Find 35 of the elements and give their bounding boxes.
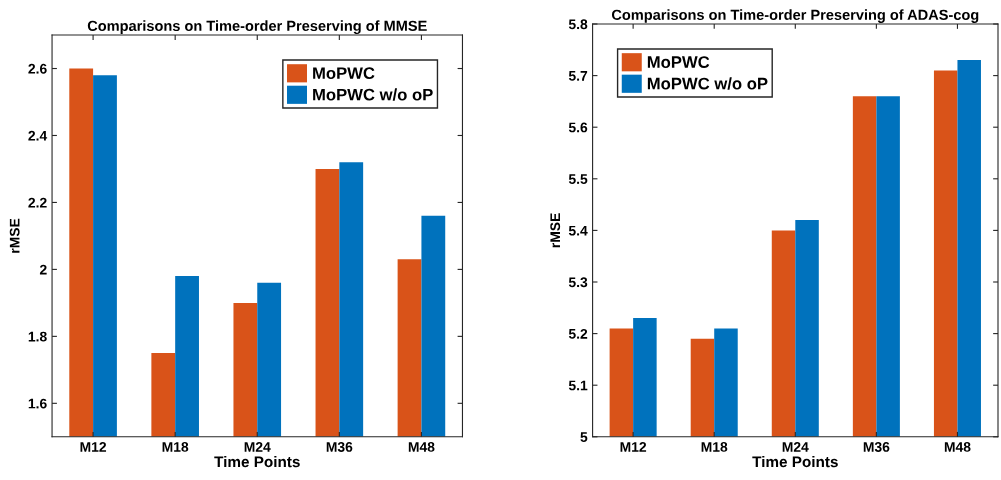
x-tick-label: M12 [80,442,107,452]
y-tick-label: 2 [39,264,47,275]
y-tick-label: 2.6 [28,63,47,74]
x-tick-label: M18 [162,442,189,452]
y-tick-label: 5.7 [568,71,588,81]
y-tick-label: 5.4 [568,225,588,236]
legend-label: MoPWC [647,56,710,68]
x-tick-label: M18 [701,442,728,452]
y-tick-label: 5.2 [568,328,588,339]
legend-label: MoPWC [313,67,375,80]
y-axis-title: rMSE [550,213,561,248]
x-axis-title: Time Points [214,456,300,468]
y-tick-label: 2.4 [28,130,48,141]
x-tick-label: M36 [326,442,353,452]
x-tick-label: M24 [782,442,809,452]
x-tick-label: M12 [620,442,647,452]
x-tick-label: M48 [944,442,971,452]
x-tick-label: M36 [863,442,890,452]
legend-label: MoPWC w/o oP [313,88,433,101]
x-tick-label: M48 [408,442,435,452]
y-tick-label: 5.8 [568,19,588,30]
y-tick-label: 1.6 [28,398,47,409]
y-tick-label: 5 [580,432,588,442]
y-tick-label: 1.8 [28,331,47,342]
y-axis-title: rMSE [9,218,20,253]
chart-title: Comparisons on Time-order Preserving of ADAS-cog [611,9,979,23]
y-tick-label: 5.6 [568,122,588,133]
y-tick-label: 5.3 [568,277,588,288]
legend-label: MoPWC w/o oP [647,77,768,90]
y-tick-label: 5.5 [568,174,588,184]
x-axis-title: Time Points [752,456,838,468]
chart-title: Comparisons on Time-order Preserving of MMSE [87,20,427,34]
y-tick-label: 2.2 [28,197,47,208]
x-tick-label: M24 [244,442,271,452]
y-tick-label: 5.1 [568,380,588,391]
